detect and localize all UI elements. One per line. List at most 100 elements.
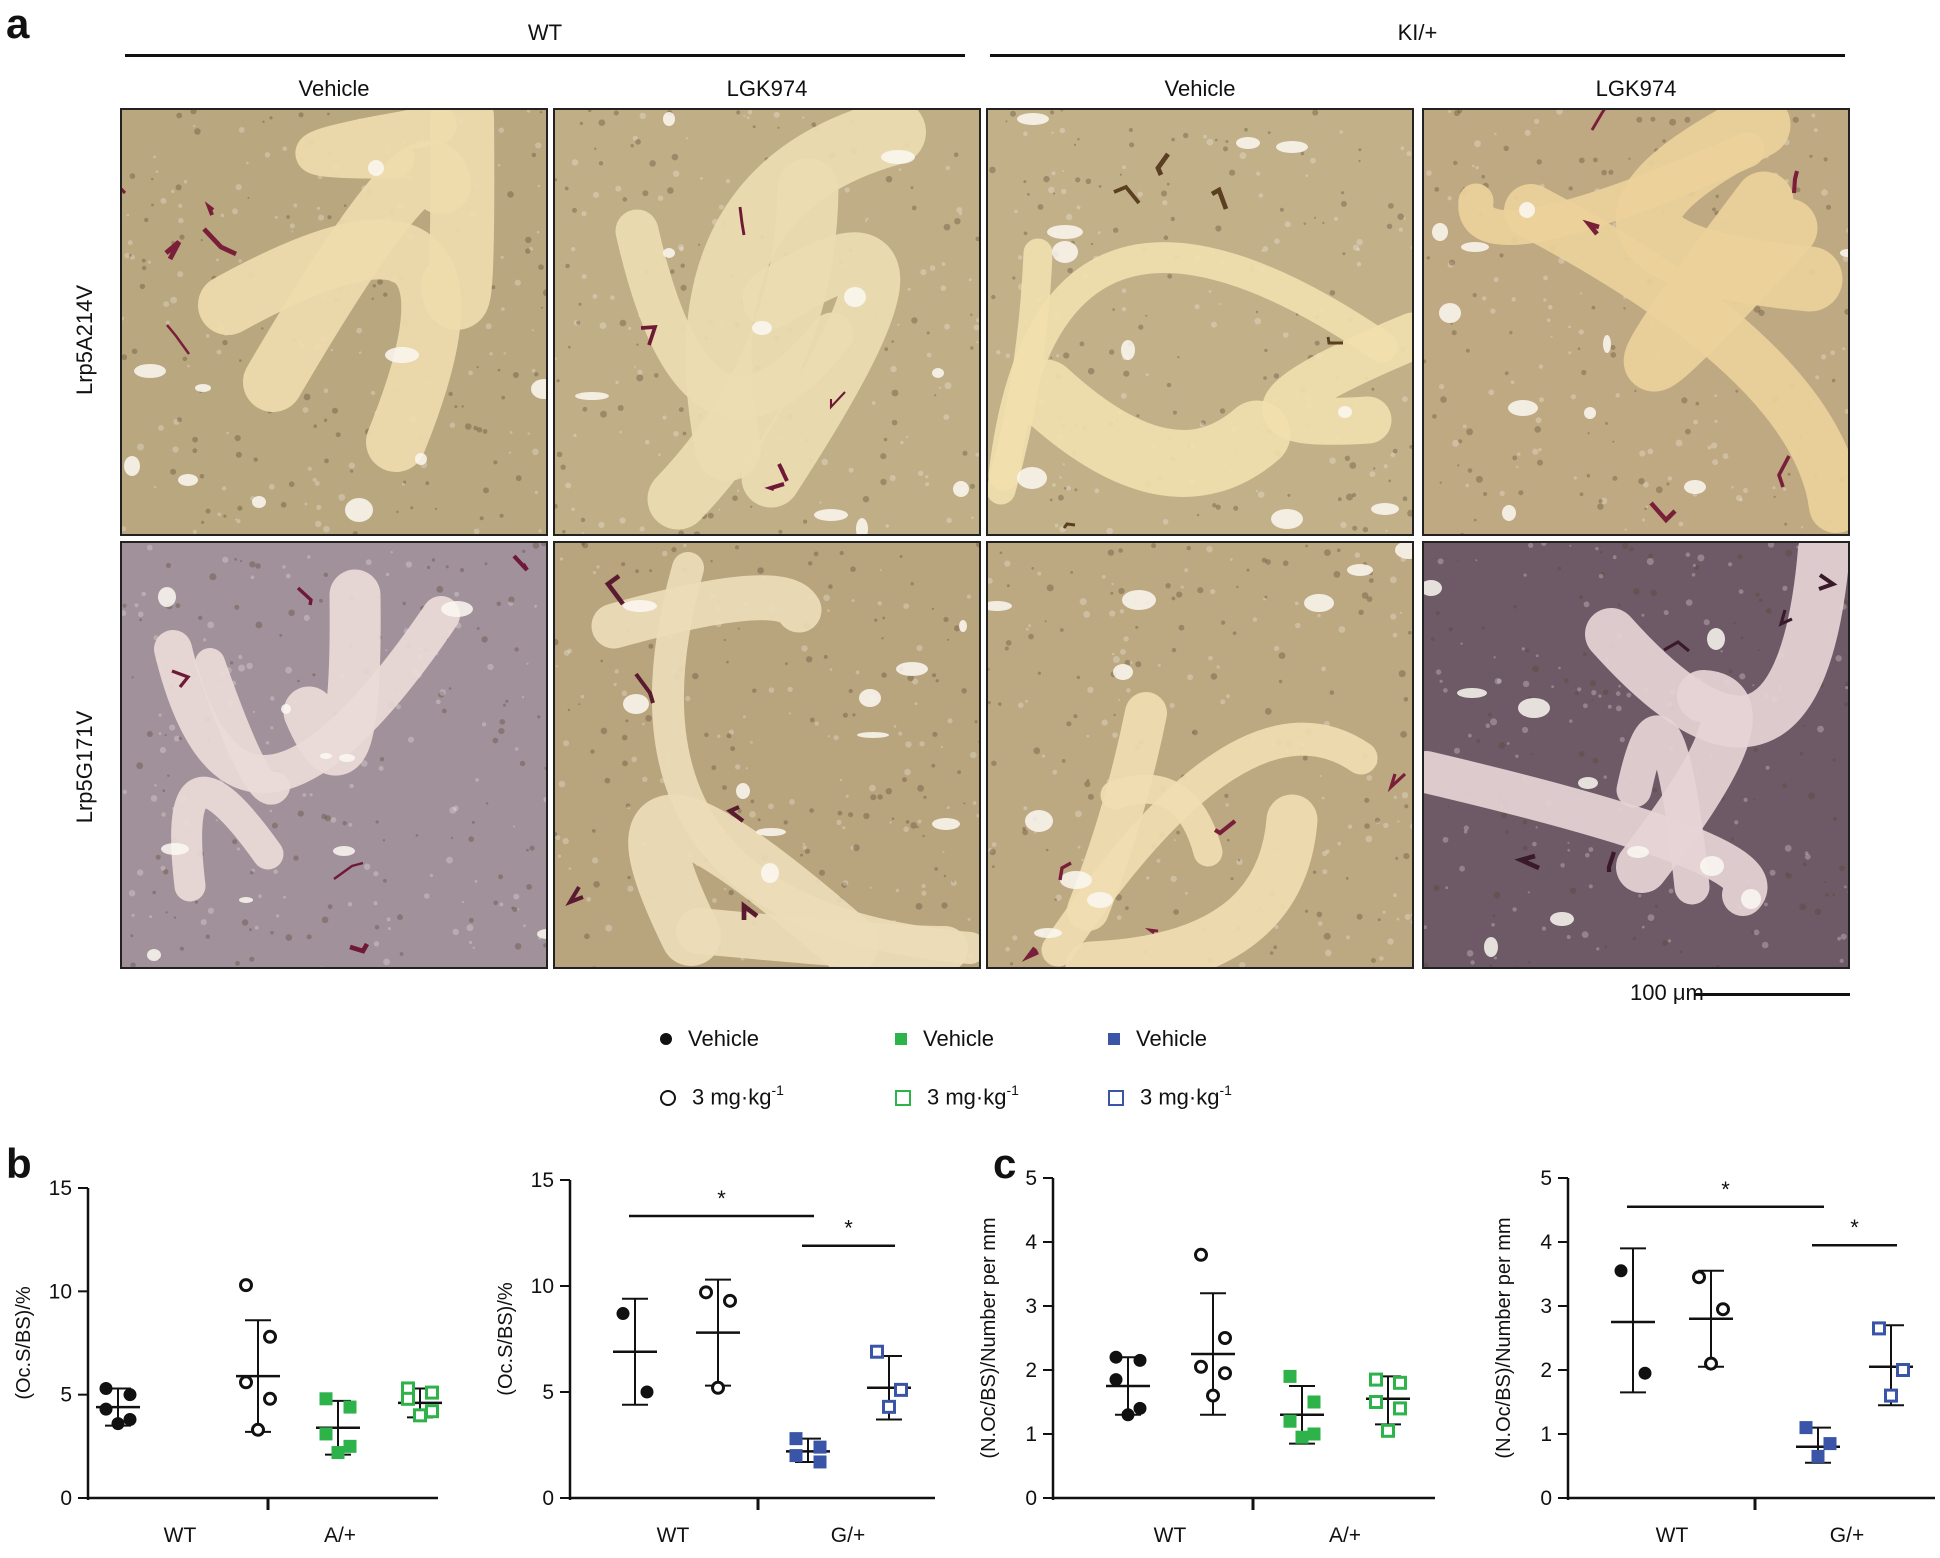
data-point [239, 1278, 253, 1293]
data-point [1716, 1302, 1730, 1317]
data-point [239, 1375, 253, 1390]
data-point [1307, 1395, 1321, 1409]
legend-label: Vehicle [688, 1026, 759, 1052]
y-tick-label: 10 [531, 1275, 554, 1298]
legend-label: 3 mg·kg [1140, 1084, 1220, 1110]
data-point [251, 1422, 265, 1437]
legend-label: 3 mg·kg [927, 1084, 1007, 1110]
histology-image-r1-c4 [1422, 108, 1850, 536]
data-point [123, 1388, 137, 1402]
data-point [401, 1391, 415, 1406]
data-point [640, 1385, 654, 1399]
y-tick-label: 3 [1025, 1295, 1037, 1318]
panel-c-letter: c [993, 1140, 1017, 1187]
y-axis-label: (Oc.S/BS)/% [495, 1282, 517, 1396]
data-point [1206, 1388, 1220, 1403]
data-point [1692, 1270, 1706, 1285]
data-point [1133, 1401, 1147, 1415]
data-point [99, 1402, 113, 1416]
data-point [1872, 1321, 1886, 1336]
data-point [263, 1391, 277, 1406]
legend-label-superscript: -1 [1006, 1082, 1019, 1098]
data-point [1307, 1427, 1321, 1441]
y-tick-label: 1 [1540, 1423, 1552, 1446]
data-point [1109, 1350, 1123, 1364]
data-point [1194, 1359, 1208, 1374]
legend-marker-open-circle [660, 1089, 676, 1106]
x-category-label: WT [164, 1524, 197, 1547]
data-point [1393, 1375, 1407, 1390]
significance-star: * [1721, 1177, 1730, 1202]
data-point [413, 1408, 427, 1423]
y-axis-label: (N.Oc/BS)/Number per mm [978, 1217, 1000, 1458]
significance-star: * [1850, 1215, 1859, 1240]
y-tick-label: 1 [1025, 1423, 1037, 1446]
data-point [343, 1439, 357, 1453]
x-category-label: WT [1154, 1524, 1187, 1547]
data-point [1369, 1372, 1383, 1387]
y-tick-label: 3 [1540, 1295, 1552, 1318]
histology-image-r2-c3 [986, 541, 1414, 969]
data-point [319, 1392, 333, 1406]
panel-b-letter: b [6, 1140, 32, 1187]
legend-item-3: Vehicle [895, 1025, 994, 1052]
y-axis-label: (Oc.S/BS)/% [13, 1286, 35, 1400]
data-point [1194, 1247, 1208, 1262]
data-point [1614, 1264, 1628, 1278]
data-point [1369, 1395, 1383, 1409]
significance-star: * [844, 1216, 853, 1241]
histology-image-r2-c4 [1422, 541, 1850, 969]
data-point [789, 1432, 803, 1446]
x-category-label: G/+ [831, 1524, 865, 1547]
x-category-label: G/+ [1830, 1524, 1864, 1547]
data-point [1133, 1353, 1147, 1367]
histology-image-r2-c2 [553, 541, 981, 969]
legend-item-6: 3 mg·kg-1 [1108, 1082, 1232, 1111]
legend-marker-open-square [1108, 1089, 1124, 1106]
y-tick-label: 5 [542, 1381, 554, 1404]
y-tick-label: 10 [49, 1280, 72, 1303]
data-point [1218, 1366, 1232, 1381]
legend-label: Vehicle [923, 1026, 994, 1052]
panel-a-letter: a [6, 0, 30, 47]
legend-label: Vehicle [1136, 1026, 1207, 1052]
significance-star: * [717, 1186, 726, 1211]
data-point [1381, 1423, 1395, 1438]
data-point [711, 1380, 725, 1395]
data-point [1121, 1408, 1135, 1422]
data-point [813, 1455, 827, 1469]
data-point [319, 1427, 333, 1441]
y-tick-label: 5 [1025, 1167, 1037, 1190]
data-point [343, 1400, 357, 1414]
data-point [1799, 1421, 1813, 1435]
data-point [813, 1440, 827, 1454]
data-point [425, 1404, 439, 1419]
legend-item-2: 3 mg·kg-1 [660, 1082, 784, 1111]
data-point [1109, 1373, 1123, 1387]
group-rule-ki [990, 54, 1845, 57]
data-point [1283, 1369, 1297, 1383]
y-tick-label: 2 [1540, 1359, 1552, 1382]
condition-header-wt-lgk974: LGK974 [726, 76, 808, 101]
legend-item-5: Vehicle [1108, 1025, 1207, 1052]
legend-label-superscript: -1 [1219, 1082, 1232, 1098]
y-tick-label: 0 [542, 1487, 554, 1510]
data-point [1884, 1388, 1898, 1403]
data-point [331, 1446, 345, 1460]
y-tick-label: 15 [49, 1177, 72, 1200]
data-point [1218, 1331, 1232, 1345]
data-point [1704, 1356, 1718, 1371]
y-tick-label: 5 [60, 1384, 72, 1407]
data-point [789, 1449, 803, 1463]
condition-header-ki-lgk974: LGK974 [1595, 76, 1677, 101]
data-point [1811, 1449, 1825, 1463]
histology-image-r2-c1 [120, 541, 548, 969]
y-tick-label: 4 [1025, 1231, 1037, 1254]
x-category-label: WT [657, 1524, 690, 1547]
data-point [1823, 1437, 1837, 1451]
group-header-wt: WT [527, 20, 563, 45]
histology-image-r1-c3 [986, 108, 1414, 536]
data-point [870, 1344, 884, 1359]
y-axis-label: (N.Oc/BS)/Number per mm [1493, 1217, 1515, 1458]
